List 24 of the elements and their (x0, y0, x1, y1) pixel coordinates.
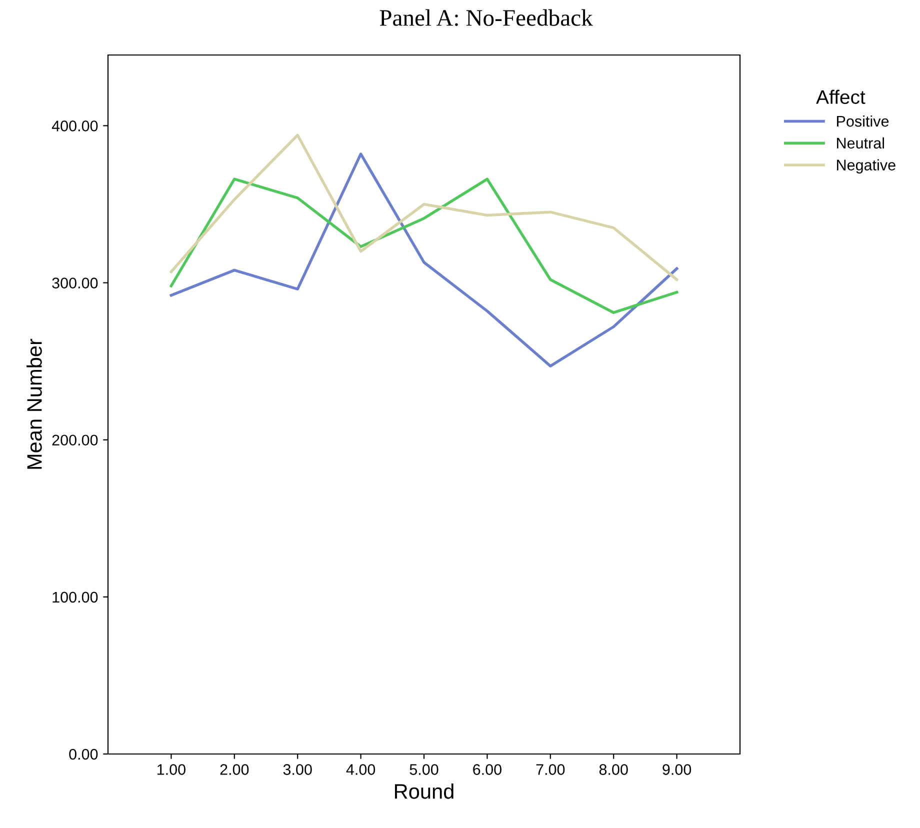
y-axis-title: Mean Number (26, 338, 42, 469)
legend-label: Neutral (837, 137, 884, 149)
x-tick-label: 4.00 (346, 764, 376, 775)
x-tick-label: 2.00 (220, 764, 249, 775)
line-series (170, 178, 678, 314)
line-series (170, 134, 678, 282)
y-tick-label: 200.00 (52, 434, 98, 446)
x-tick-label: 8.00 (599, 764, 628, 775)
legend-label: Positive (837, 115, 889, 127)
y-tick-label: 0.00 (69, 748, 98, 760)
y-tick-label: 300.00 (52, 278, 98, 288)
line-series (170, 152, 678, 368)
x-tick-label: 7.00 (536, 764, 565, 775)
x-tick-label: 6.00 (473, 764, 502, 775)
legend-label: Negative (837, 159, 896, 174)
y-tick-label: 400.00 (52, 120, 98, 132)
y-tick-label: 100.00 (52, 592, 98, 603)
x-axis-title: Round (395, 784, 454, 799)
x-tick-label: 3.00 (283, 764, 312, 775)
x-tick-label: 5.00 (410, 764, 438, 775)
legend-title: Affect (816, 90, 866, 104)
x-tick-label: 1.00 (158, 764, 186, 775)
x-tick-label: 9.00 (662, 764, 692, 775)
chart-title: Panel A: No-Feedback (380, 9, 593, 26)
